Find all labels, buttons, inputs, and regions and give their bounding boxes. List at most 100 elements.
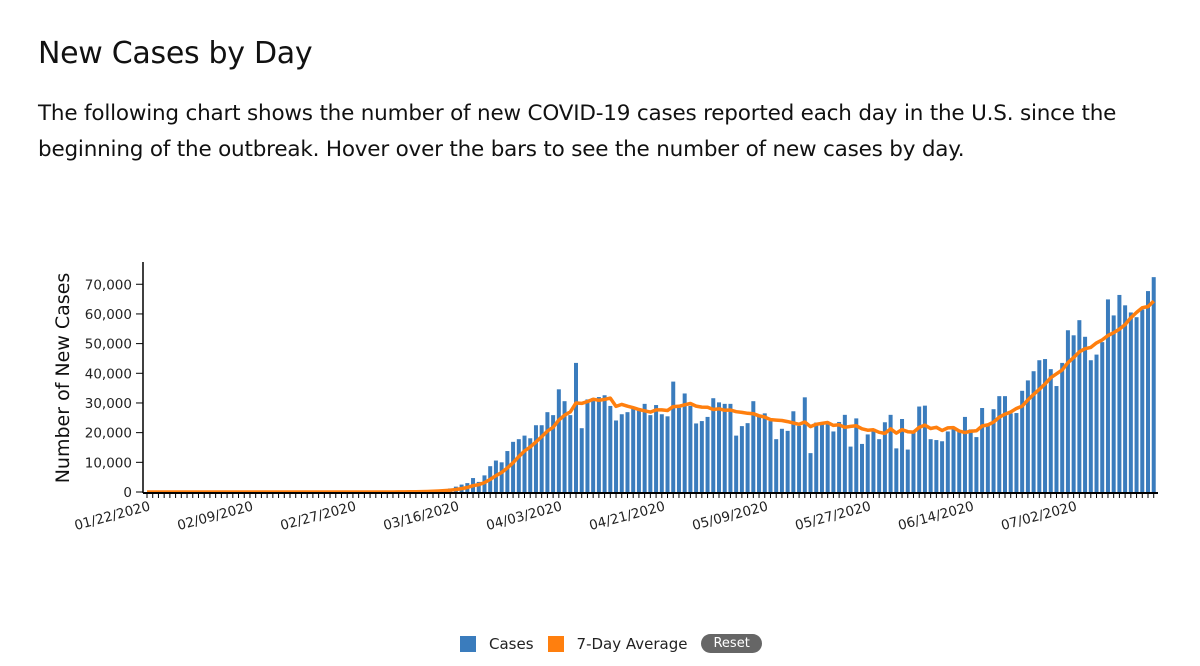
bar-cases[interactable] xyxy=(1105,299,1110,492)
bar-cases[interactable] xyxy=(556,389,561,492)
bar-cases[interactable] xyxy=(1077,320,1082,492)
bar-cases[interactable] xyxy=(768,421,773,492)
bar-cases[interactable] xyxy=(699,421,704,492)
bar-cases[interactable] xyxy=(585,399,590,492)
bar-cases[interactable] xyxy=(533,425,538,492)
bar-cases[interactable] xyxy=(505,451,510,492)
bar-cases[interactable] xyxy=(636,410,641,492)
bar-cases[interactable] xyxy=(762,413,767,492)
bar-cases[interactable] xyxy=(877,439,882,492)
bar-cases[interactable] xyxy=(837,421,842,492)
bar-cases[interactable] xyxy=(1060,362,1065,492)
bar-cases[interactable] xyxy=(614,420,619,492)
bar-cases[interactable] xyxy=(917,406,922,492)
bar-cases[interactable] xyxy=(1100,342,1105,492)
bar-cases[interactable] xyxy=(642,403,647,492)
bar-cases[interactable] xyxy=(499,462,504,492)
bar-cases[interactable] xyxy=(522,435,527,492)
bar-cases[interactable] xyxy=(625,412,630,492)
bar-cases[interactable] xyxy=(1008,413,1013,492)
bar-cases[interactable] xyxy=(682,393,687,492)
bar-cases[interactable] xyxy=(671,381,676,492)
bar-cases[interactable] xyxy=(528,438,533,492)
bar-cases[interactable] xyxy=(694,423,699,492)
legend-item-average[interactable]: 7-Day Average xyxy=(547,635,687,653)
bar-cases[interactable] xyxy=(905,449,910,492)
bar-cases[interactable] xyxy=(819,423,824,492)
bar-cases[interactable] xyxy=(745,423,750,492)
bar-cases[interactable] xyxy=(957,430,962,492)
bar-cases[interactable] xyxy=(1140,309,1145,492)
bar-cases[interactable] xyxy=(997,396,1002,492)
bar-cases[interactable] xyxy=(911,431,916,492)
bar-cases[interactable] xyxy=(1083,336,1088,492)
bar-cases[interactable] xyxy=(980,408,985,492)
bar-cases[interactable] xyxy=(808,453,813,492)
bar-cases[interactable] xyxy=(1094,354,1099,492)
bar-cases[interactable] xyxy=(1020,390,1025,492)
bar-cases[interactable] xyxy=(1065,330,1070,492)
bar-cases[interactable] xyxy=(922,405,927,492)
bar-cases[interactable] xyxy=(842,414,847,492)
bar-cases[interactable] xyxy=(785,430,790,492)
bar-cases[interactable] xyxy=(562,401,567,492)
bar-cases[interactable] xyxy=(779,428,784,492)
bar-cases[interactable] xyxy=(888,414,893,492)
bar-cases[interactable] xyxy=(882,422,887,492)
bar-cases[interactable] xyxy=(814,422,819,492)
bar-cases[interactable] xyxy=(968,429,973,492)
bar-cases[interactable] xyxy=(516,439,521,492)
bar-cases[interactable] xyxy=(574,362,578,492)
bar-cases[interactable] xyxy=(1071,335,1076,492)
bar-cases[interactable] xyxy=(865,434,870,492)
bar-cases[interactable] xyxy=(1088,360,1093,492)
bar-cases[interactable] xyxy=(734,435,739,492)
bar-cases[interactable] xyxy=(991,409,996,492)
bar-cases[interactable] xyxy=(1128,312,1133,492)
bar-cases[interactable] xyxy=(757,416,762,492)
bar-cases[interactable] xyxy=(1117,294,1122,492)
bar-cases[interactable] xyxy=(476,481,481,492)
bar-cases[interactable] xyxy=(1151,277,1156,492)
bar-cases[interactable] xyxy=(711,398,716,492)
bar-cases[interactable] xyxy=(665,416,670,492)
bar-cases[interactable] xyxy=(928,439,933,492)
bar-cases[interactable] xyxy=(871,428,876,492)
bar-cases[interactable] xyxy=(974,437,979,492)
bar-cases[interactable] xyxy=(739,426,744,492)
bar-cases[interactable] xyxy=(962,416,967,492)
bar-cases[interactable] xyxy=(1003,396,1007,492)
bar-cases[interactable] xyxy=(797,425,802,492)
bar-cases[interactable] xyxy=(676,407,681,492)
bar-cases[interactable] xyxy=(940,441,945,492)
bar-cases[interactable] xyxy=(728,403,733,492)
bar-cases[interactable] xyxy=(545,412,550,492)
bar-cases[interactable] xyxy=(1123,305,1128,492)
bar-cases[interactable] xyxy=(985,423,990,492)
bar-cases[interactable] xyxy=(1054,386,1059,492)
bar-cases[interactable] xyxy=(900,418,905,492)
bar-cases[interactable] xyxy=(1048,369,1053,492)
bar-cases[interactable] xyxy=(751,401,756,492)
bar-cases[interactable] xyxy=(619,414,624,492)
bar-cases[interactable] xyxy=(945,431,950,492)
bar-cases[interactable] xyxy=(717,402,721,492)
bar-cases[interactable] xyxy=(1134,317,1139,492)
bar-cases[interactable] xyxy=(688,405,693,492)
bar-cases[interactable] xyxy=(854,418,859,492)
bar-cases[interactable] xyxy=(951,428,956,492)
bar-cases[interactable] xyxy=(1043,359,1048,492)
bar-cases[interactable] xyxy=(591,398,596,492)
bar-cases[interactable] xyxy=(654,405,659,492)
bar-cases[interactable] xyxy=(511,441,516,492)
bar-cases[interactable] xyxy=(579,428,584,492)
bar-cases[interactable] xyxy=(791,411,796,492)
bar-cases[interactable] xyxy=(1014,413,1019,492)
bar-cases[interactable] xyxy=(825,424,830,492)
reset-button[interactable]: Reset xyxy=(701,634,762,653)
bar-cases[interactable] xyxy=(722,403,727,492)
bar-cases[interactable] xyxy=(1111,315,1116,492)
bar-cases[interactable] xyxy=(551,415,556,492)
bar-cases[interactable] xyxy=(934,440,939,492)
bar-cases[interactable] xyxy=(860,443,864,492)
